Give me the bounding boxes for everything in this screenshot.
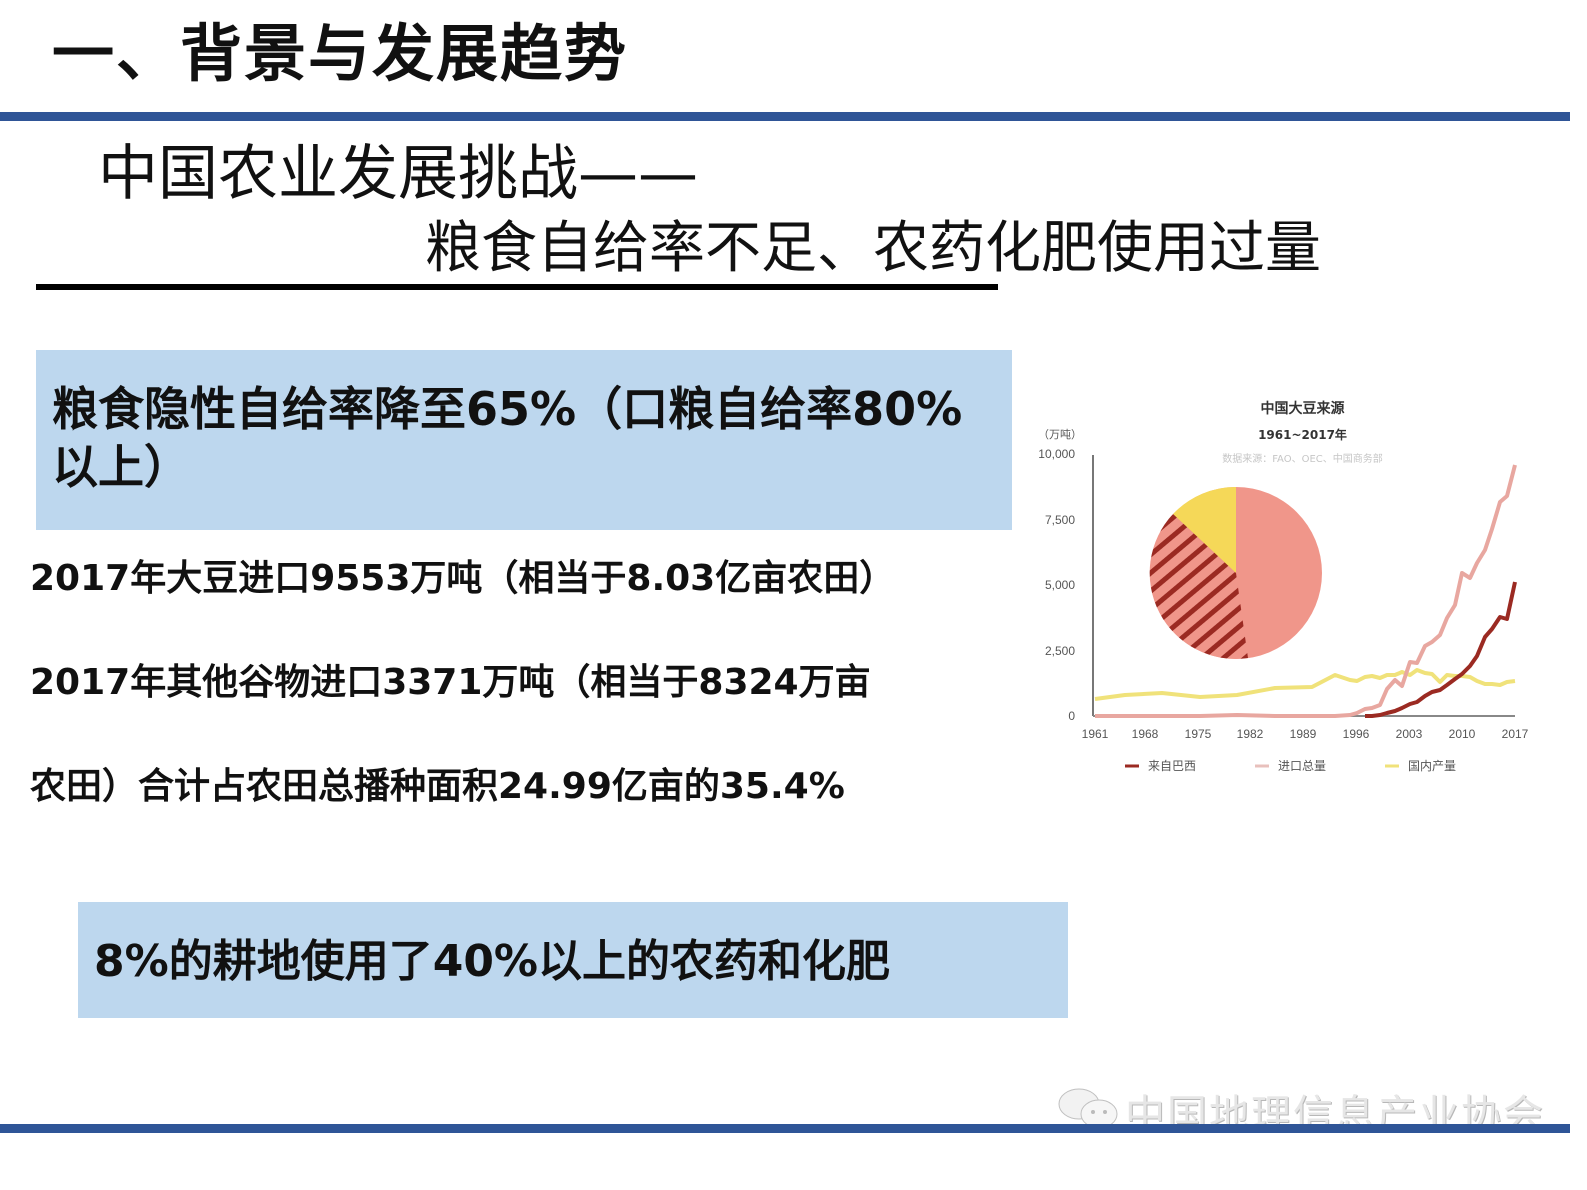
- chart-plot: 10,000 7,500 5,000 2,500 0 1961 1968 1975 …: [1038, 447, 1529, 773]
- y-axis-unit: （万吨）: [1038, 428, 1082, 441]
- highlight-text: 8%的耕地使用了40%以上的农药和化肥: [94, 936, 891, 987]
- top-divider-bar: [0, 112, 1570, 121]
- svg-text:1989: 1989: [1290, 727, 1317, 741]
- y-tick: 5,000: [1045, 578, 1075, 592]
- highlight-text: 粮食隐性自给率降至65%（口粮自给率80%以上）: [52, 382, 963, 494]
- svg-text:1996: 1996: [1343, 727, 1370, 741]
- chart-subtitle: 1961~2017年: [1258, 428, 1347, 442]
- svg-text:2010: 2010: [1449, 727, 1476, 741]
- subtitle-underline: [36, 284, 998, 290]
- y-tick: 2,500: [1045, 644, 1075, 658]
- y-tick: 7,500: [1045, 513, 1075, 527]
- svg-text:2003: 2003: [1396, 727, 1423, 741]
- highlight-box-self-sufficiency: 粮食隐性自给率降至65%（口粮自给率80%以上）: [36, 350, 1012, 530]
- slide-subtitle: 中国农业发展挑战——: [98, 139, 698, 209]
- soybean-source-chart: 中国大豆来源 1961~2017年 数据来源：FAO、OEC、中国商务部 （万吨…: [1020, 390, 1560, 790]
- svg-text:1968: 1968: [1132, 727, 1159, 741]
- chart-title: 中国大豆来源: [1260, 401, 1345, 417]
- inset-pie-chart: [1149, 486, 1322, 659]
- paragraph-grain-imports: 2017年其他谷物进口3371万吨（相当于8324万亩: [30, 662, 871, 703]
- y-tick: 0: [1068, 709, 1075, 723]
- legend-brazil: 来自巴西: [1148, 759, 1196, 773]
- section-title: 一、背景与发展趋势: [52, 17, 629, 90]
- paragraph-total-share: 农田）合计占农田总播种面积24.99亿亩的35.4%: [30, 766, 845, 807]
- svg-text:1975: 1975: [1185, 727, 1212, 741]
- svg-text:2017: 2017: [1502, 727, 1529, 741]
- paragraph-soybean-imports: 2017年大豆进口9553万吨（相当于8.03亿亩农田）: [30, 558, 896, 599]
- slide-subtitle-line2: 粮食自给率不足、农药化肥使用过量: [425, 216, 1321, 281]
- wechat-icon: [1058, 1088, 1118, 1129]
- svg-text:1961: 1961: [1082, 727, 1109, 741]
- legend-imports: 进口总量: [1278, 759, 1326, 773]
- highlight-box-pesticide: 8%的耕地使用了40%以上的农药和化肥: [78, 902, 1068, 1018]
- y-tick: 10,000: [1038, 447, 1075, 461]
- chart-source: 数据来源：FAO、OEC、中国商务部: [1222, 454, 1383, 465]
- svg-text:1982: 1982: [1237, 727, 1264, 741]
- legend-domestic: 国内产量: [1408, 759, 1456, 773]
- bottom-divider-bar: [0, 1124, 1570, 1133]
